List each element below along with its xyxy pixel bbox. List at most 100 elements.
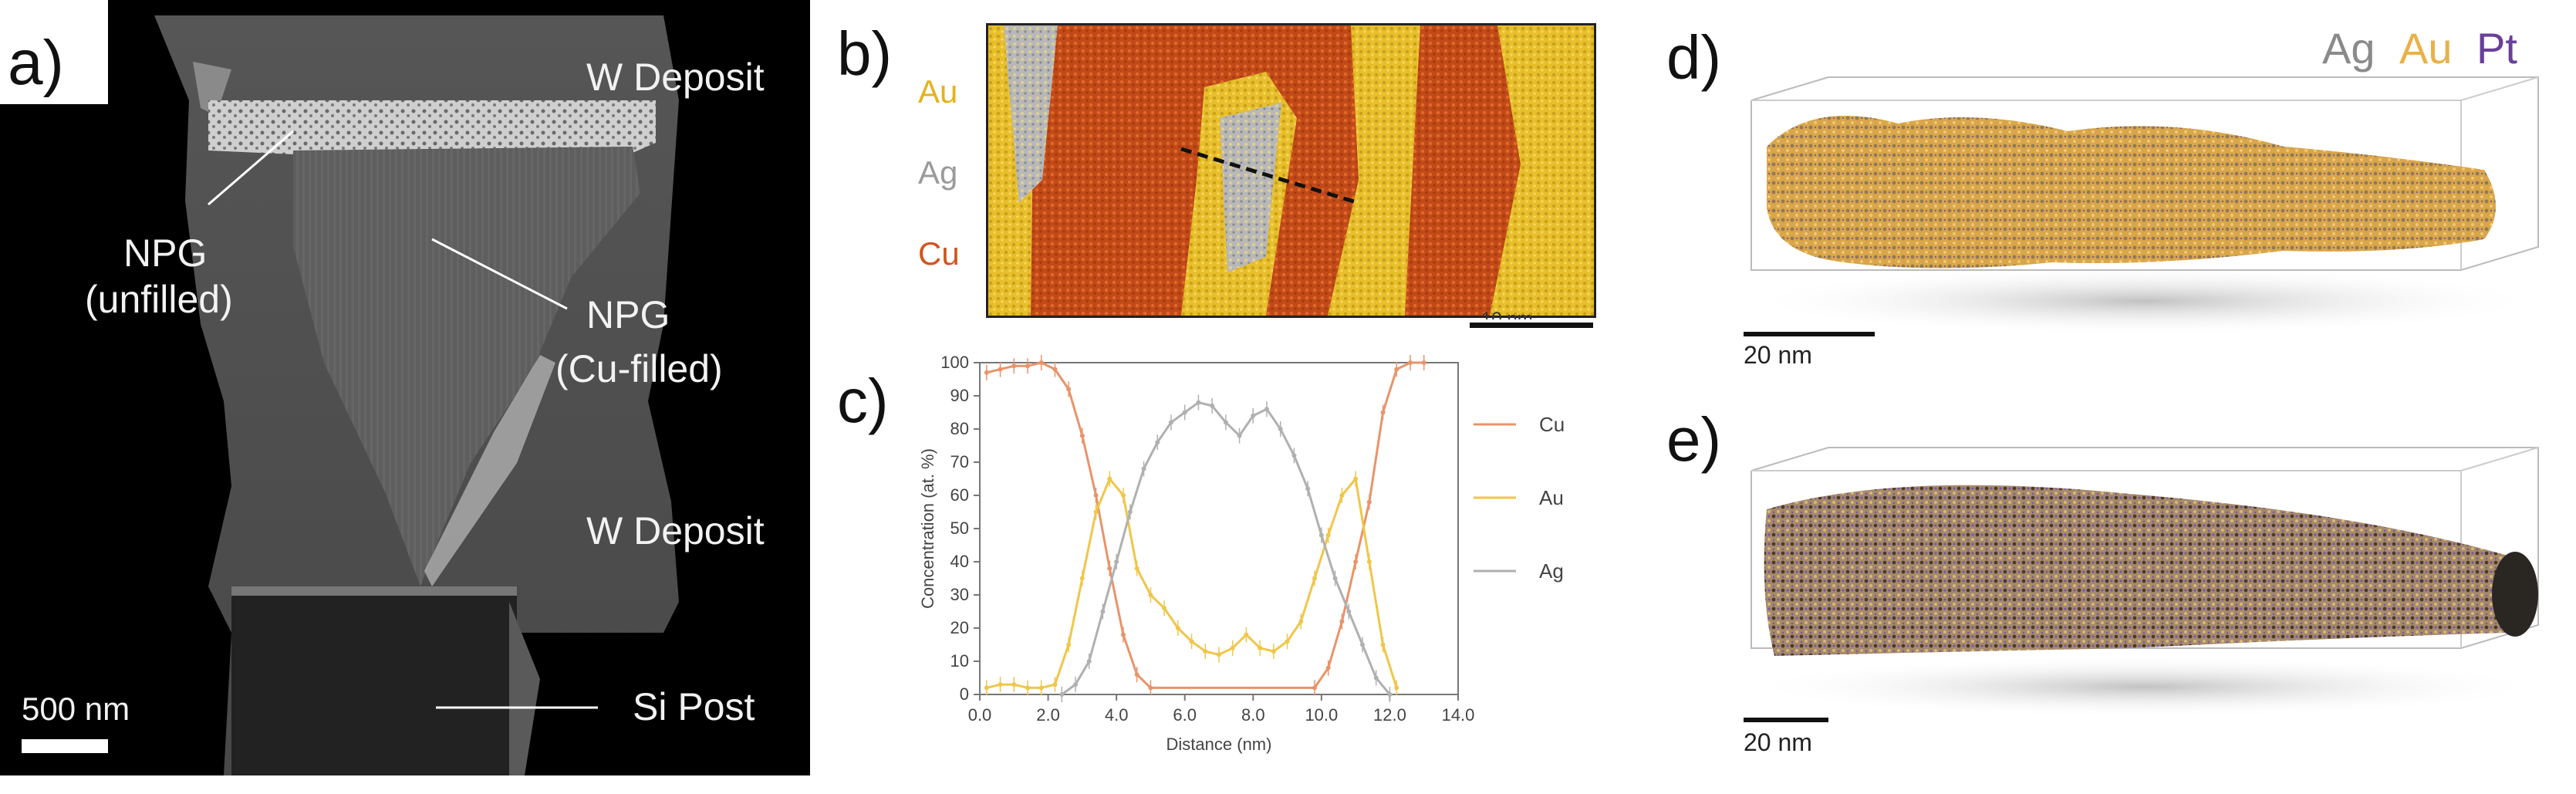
- data-point-ag: [1346, 609, 1352, 614]
- data-point-au: [1025, 685, 1030, 691]
- x-tick-label: 0.0: [968, 705, 992, 725]
- data-point-ag: [1141, 466, 1146, 471]
- y-tick-label: 100: [940, 353, 969, 372]
- scale-bar-b: [1470, 323, 1593, 328]
- data-point-ag: [1155, 440, 1160, 445]
- data-point-au: [1134, 566, 1139, 571]
- data-point-cu: [1121, 632, 1126, 637]
- data-point-ag: [1100, 609, 1106, 614]
- y-tick-label: 10: [950, 651, 969, 671]
- data-point-au: [998, 682, 1003, 688]
- data-point-ag: [1237, 433, 1242, 438]
- data-point-au: [1066, 642, 1072, 647]
- npg-unfilled-label-line2: (unfilled): [85, 278, 233, 321]
- data-point-cu: [984, 370, 989, 375]
- data-point-ag: [1169, 420, 1173, 425]
- data-point-cu: [1312, 685, 1317, 691]
- panel-c-label: c): [837, 367, 889, 435]
- panel-a-sem-image: a) W Deposit NPG (unfilled) NPG (Cu-fill…: [0, 0, 810, 775]
- data-point-cu: [1093, 493, 1099, 498]
- data-point-au: [1175, 626, 1180, 630]
- data-point-au: [1380, 642, 1386, 647]
- panel-b-label: b): [837, 19, 893, 88]
- w-deposit-top-label: W Deposit: [586, 56, 765, 99]
- data-point-au: [1162, 606, 1167, 611]
- data-point-ag: [1278, 427, 1283, 431]
- data-point-au: [1121, 493, 1126, 498]
- data-point-ag: [1360, 642, 1365, 647]
- x-tick-label: 10.0: [1305, 705, 1338, 725]
- data-point-au: [1203, 649, 1208, 654]
- legend-label-cu: Cu: [1539, 413, 1565, 436]
- data-point-ag: [1318, 532, 1324, 538]
- data-point-cu: [1353, 559, 1359, 564]
- data-point-ag: [1387, 692, 1393, 697]
- data-point-cu: [1148, 685, 1153, 691]
- data-point-ag: [1086, 659, 1092, 664]
- legend-d-ag: Ag: [2322, 24, 2375, 73]
- data-point-cu: [1339, 619, 1345, 624]
- atom-map-b: [988, 25, 1594, 316]
- panel-e-label: e): [1666, 405, 1722, 474]
- data-point-au: [1394, 685, 1399, 691]
- data-point-au: [1339, 493, 1345, 498]
- data-point-ag: [1264, 407, 1269, 412]
- x-tick-label: 6.0: [1173, 705, 1197, 725]
- data-point-ag: [1305, 486, 1311, 492]
- atom-map-e: [1744, 447, 2546, 718]
- scale-bar-a: [22, 739, 108, 753]
- data-point-cu: [1134, 672, 1139, 677]
- data-point-cu: [998, 367, 1003, 372]
- scale-bar-label-b: 10 nm: [1481, 309, 1533, 329]
- data-point-cu: [1107, 566, 1112, 571]
- legend-b-ag: Ag: [918, 154, 958, 191]
- data-point-au: [1189, 639, 1194, 644]
- data-point-au: [1079, 576, 1085, 581]
- data-point-au: [1148, 593, 1153, 597]
- data-point-ag: [1127, 509, 1133, 515]
- data-point-au: [1353, 476, 1359, 481]
- data-point-cu: [1380, 410, 1386, 415]
- y-axis-label: Concentration (at. %): [918, 448, 937, 609]
- data-point-cu: [1079, 433, 1085, 438]
- data-point-au: [1271, 649, 1276, 654]
- atom-map-d: [1744, 76, 2546, 336]
- data-point-au: [1258, 645, 1263, 650]
- x-axis-label: Distance (nm): [1166, 735, 1272, 754]
- series-line-cu: [986, 361, 1424, 689]
- data-point-au: [1366, 559, 1372, 564]
- scale-bar-label-e: 20 nm: [1744, 728, 1812, 756]
- data-point-cu: [1052, 367, 1058, 372]
- legend-label-ag: Ag: [1539, 559, 1564, 583]
- data-point-ag: [1196, 400, 1201, 405]
- scale-bar-label-d: 20 nm: [1744, 341, 1812, 369]
- data-point-cu: [1038, 360, 1044, 365]
- data-point-cu: [1408, 360, 1413, 365]
- y-tick-label: 20: [950, 618, 969, 637]
- data-point-cu: [1066, 387, 1072, 392]
- scale-bar-e: [1744, 718, 1828, 722]
- sem-micrograph: [154, 15, 679, 775]
- panel-d-label: d): [1666, 23, 1722, 92]
- y-tick-label: 70: [950, 452, 969, 471]
- y-tick-label: 0: [960, 684, 969, 704]
- legend-d-pt: Pt: [2476, 24, 2517, 73]
- data-point-cu: [1421, 360, 1426, 365]
- y-tick-label: 50: [950, 519, 969, 538]
- data-point-cu: [1011, 363, 1017, 369]
- data-point-ag: [1114, 559, 1119, 564]
- x-tick-label: 12.0: [1373, 705, 1406, 725]
- data-point-au: [1052, 682, 1058, 688]
- x-tick-label: 4.0: [1105, 705, 1129, 725]
- y-tick-label: 80: [950, 419, 969, 438]
- data-point-au: [1325, 532, 1331, 538]
- data-point-cu: [1025, 363, 1030, 369]
- data-point-cu: [1366, 499, 1372, 505]
- npg-unfilled-label-line1: NPG: [123, 231, 208, 275]
- data-point-au: [1285, 639, 1290, 644]
- data-point-au: [1244, 632, 1249, 637]
- data-point-ag: [1332, 576, 1338, 581]
- y-tick-label: 60: [950, 485, 969, 505]
- data-point-cu: [1394, 367, 1399, 372]
- npg-cu-filled-label-line2: (Cu-filled): [555, 347, 723, 390]
